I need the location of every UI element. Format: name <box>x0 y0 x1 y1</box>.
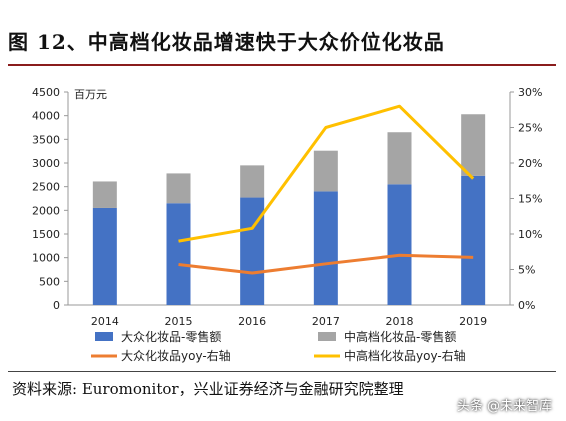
line-mass-market-yoy <box>178 253 474 275</box>
legend-swatch <box>95 332 113 341</box>
source-note: 资料来源: Euromonitor，兴业证券经济与金融研究院整理 <box>12 380 404 398</box>
left-tick-label: 0 <box>53 299 60 312</box>
x-tick-label: 2017 <box>312 315 340 328</box>
left-tick-label: 4500 <box>32 86 60 99</box>
bar-mass-market <box>240 197 265 305</box>
left-tick-label: 3000 <box>32 157 60 170</box>
title-divider <box>8 64 556 66</box>
left-tick-label: 1500 <box>32 228 60 241</box>
bar-mass-market <box>387 184 412 305</box>
left-tick-label: 2500 <box>32 181 60 194</box>
legend-label: 大众化妆品yoy-右轴 <box>121 348 231 363</box>
right-tick-label: 5% <box>518 264 535 277</box>
legend-swatch <box>318 332 336 341</box>
right-tick-label: 30% <box>518 86 542 99</box>
source-divider <box>8 371 556 372</box>
legend-label: 中高档化妆品yoy-右轴 <box>344 348 466 363</box>
left-tick-label: 500 <box>39 275 60 288</box>
x-tick-label: 2014 <box>91 315 119 328</box>
x-tick-label: 2016 <box>238 315 266 328</box>
right-tick-label: 15% <box>518 193 542 206</box>
x-tick-label: 2015 <box>165 315 193 328</box>
bar-premium <box>387 132 412 185</box>
x-tick-label: 2018 <box>386 315 414 328</box>
bar-mass-market <box>92 207 117 305</box>
left-tick-label: 1000 <box>32 252 60 265</box>
axes-layer: 0 500 1000 1500 2000 2500 3000 3500 4000 4500 0% 5%… <box>32 86 542 328</box>
bar-mass-market <box>313 191 338 305</box>
right-tick-label: 0% <box>518 299 535 312</box>
bar-premium <box>166 173 191 204</box>
bar-mass-market <box>166 203 191 305</box>
watermark-text: 头条 @未来智库 <box>456 399 552 414</box>
bar-mass-market <box>461 175 486 305</box>
line-premium-yoy <box>178 104 475 243</box>
bars-layer <box>92 114 486 305</box>
left-tick-label: 2000 <box>32 204 60 217</box>
left-tick-label: 3500 <box>32 133 60 146</box>
right-tick-label: 20% <box>518 157 542 170</box>
bar-premium <box>240 165 265 198</box>
right-tick-label: 25% <box>518 122 542 135</box>
left-axis-unit: 百万元 <box>74 88 107 101</box>
bar-premium <box>313 150 338 192</box>
bar-premium <box>461 114 486 176</box>
left-tick-label: 4000 <box>32 110 60 123</box>
bar-premium <box>92 181 117 208</box>
right-tick-label: 10% <box>518 228 542 241</box>
legend-label: 大众化妆品-零售额 <box>121 329 221 344</box>
chart-title: 图 12、中高档化妆品增速快于大众价位化妆品 <box>8 30 445 54</box>
lines-layer <box>178 104 475 275</box>
legend-label: 中高档化妆品-零售额 <box>344 329 456 344</box>
x-tick-label: 2019 <box>459 315 487 328</box>
